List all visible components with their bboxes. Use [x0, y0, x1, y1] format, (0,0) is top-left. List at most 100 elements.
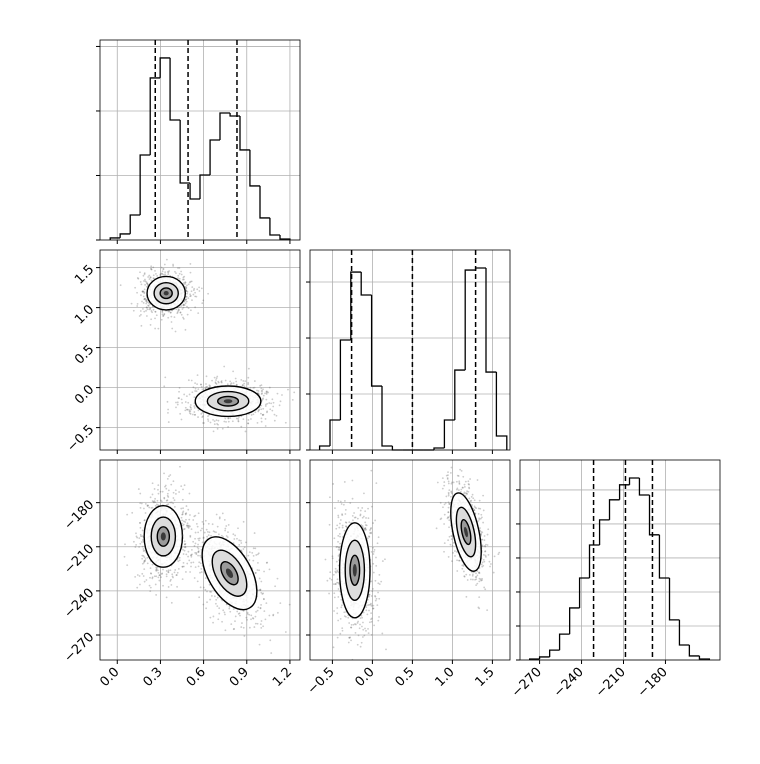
sample-point	[463, 492, 465, 495]
sample-point	[273, 419, 276, 422]
sample-point	[348, 622, 351, 624]
sample-point	[365, 524, 368, 527]
sample-point	[163, 496, 166, 499]
sample-point	[136, 303, 139, 305]
sample-point	[176, 571, 179, 574]
sample-point	[163, 263, 166, 266]
sample-point	[124, 543, 126, 546]
sample-point	[458, 480, 461, 483]
sample-point	[142, 308, 144, 310]
sample-point	[259, 607, 262, 610]
sample-point	[354, 631, 357, 634]
sample-point	[220, 381, 223, 384]
sample-point	[439, 518, 442, 521]
x-tick-label: −0.5	[305, 665, 338, 698]
sample-point	[170, 315, 173, 318]
sample-point	[146, 504, 149, 507]
sample-point	[183, 484, 186, 487]
sample-point	[209, 590, 211, 593]
sample-point	[150, 507, 153, 509]
sample-point	[144, 558, 147, 560]
sample-point	[143, 291, 146, 294]
sample-point	[188, 281, 191, 284]
sample-point	[367, 507, 369, 510]
sample-point	[143, 288, 146, 291]
sample-point	[223, 420, 226, 423]
sample-point	[145, 299, 148, 302]
sample-point	[486, 544, 489, 546]
sample-point	[458, 481, 461, 484]
sample-point	[461, 564, 464, 567]
sample-point	[169, 311, 172, 314]
sample-point	[189, 293, 192, 296]
sample-point	[473, 499, 476, 502]
sample-point	[380, 580, 383, 583]
sample-point	[148, 584, 151, 587]
sample-point	[367, 627, 369, 630]
sample-point	[203, 422, 205, 424]
sample-point	[182, 528, 185, 531]
sample-point	[253, 626, 256, 628]
histogram-bin	[464, 269, 476, 371]
sample-point	[359, 509, 362, 512]
sample-point	[243, 385, 246, 388]
sample-point	[234, 377, 237, 380]
sample-point	[186, 284, 188, 287]
sample-point	[212, 615, 215, 618]
sample-point	[468, 573, 471, 576]
sample-point	[142, 555, 145, 557]
sample-point	[185, 286, 187, 289]
sample-point	[131, 511, 134, 514]
sample-point	[149, 567, 152, 570]
sample-point	[166, 492, 169, 495]
sample-point	[181, 524, 184, 527]
sample-point	[160, 272, 163, 275]
sample-point	[232, 608, 235, 611]
sample-point	[140, 294, 142, 297]
sample-point	[267, 391, 270, 394]
sample-point	[242, 418, 245, 421]
sample-point	[337, 540, 339, 543]
sample-point	[247, 376, 250, 379]
sample-point	[155, 569, 157, 571]
sample-point	[179, 412, 182, 415]
sample-point	[143, 580, 146, 583]
histogram-bin	[159, 57, 171, 78]
sample-point	[184, 299, 187, 301]
sample-point	[197, 531, 200, 534]
sample-point	[469, 500, 472, 503]
sample-point	[119, 284, 122, 287]
histogram-bin	[474, 267, 486, 271]
sample-point	[167, 271, 170, 274]
sample-point	[173, 571, 176, 574]
sample-point	[334, 567, 337, 570]
sample-point	[151, 576, 154, 579]
histogram-bin	[638, 478, 650, 496]
sample-point	[147, 304, 150, 307]
sample-point	[175, 401, 177, 404]
sample-point	[337, 555, 340, 557]
sample-point	[198, 286, 200, 289]
panel-frame	[519, 459, 721, 661]
sample-point	[329, 496, 331, 499]
sample-point	[481, 565, 484, 568]
sample-point	[154, 327, 157, 330]
sample-point	[373, 548, 376, 551]
sample-point	[193, 515, 196, 518]
sample-point	[341, 524, 344, 527]
sample-point	[268, 402, 271, 404]
sample-point	[162, 315, 165, 317]
sample-point	[230, 623, 233, 626]
sample-point	[354, 516, 357, 519]
sample-point	[244, 430, 247, 433]
sample-point	[241, 622, 243, 624]
sample-point	[482, 553, 485, 556]
sample-point	[145, 306, 148, 309]
sample-point	[188, 408, 190, 411]
sample-point	[258, 408, 261, 411]
sample-point	[357, 634, 360, 637]
sample-point	[196, 383, 199, 386]
sample-point	[468, 497, 471, 500]
sample-point	[202, 537, 205, 539]
sample-point	[443, 484, 446, 487]
